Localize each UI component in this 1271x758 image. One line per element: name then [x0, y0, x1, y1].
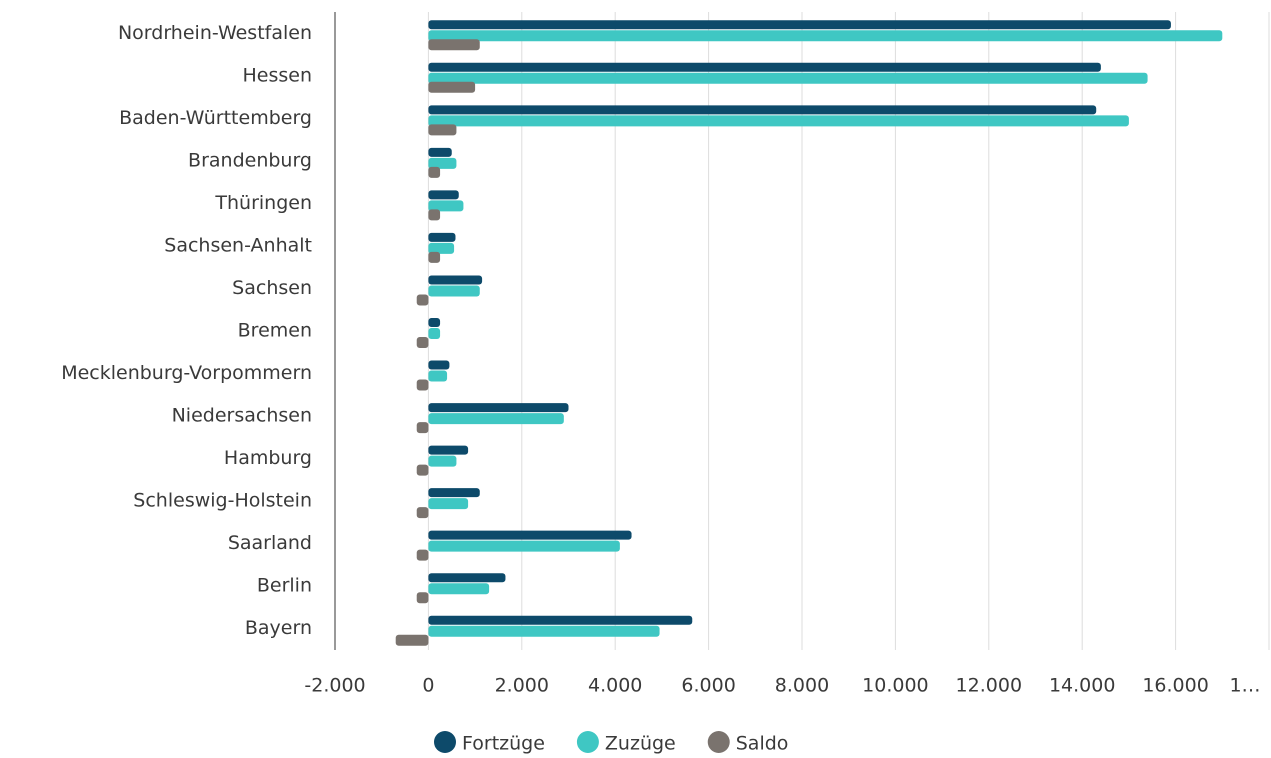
bar — [428, 403, 569, 413]
bar — [428, 81, 476, 93]
bar — [428, 147, 452, 157]
x-tick-label: -2.000 — [304, 675, 365, 697]
bar — [428, 115, 1129, 127]
x-tick-label: 4.000 — [588, 675, 642, 697]
legend-marker — [434, 731, 456, 753]
bar — [428, 625, 660, 637]
bar — [428, 488, 480, 498]
y-tick-label: Bayern — [245, 617, 312, 639]
y-tick-label: Schleswig-Holstein — [133, 490, 312, 512]
bar — [428, 360, 450, 370]
bar — [428, 498, 469, 510]
bar — [428, 20, 1171, 30]
bar — [428, 328, 441, 339]
y-tick-label: Hessen — [242, 64, 312, 86]
legend-marker — [576, 731, 599, 753]
y-tick-label: Bremen — [238, 320, 312, 342]
x-tick-label: 16.000 — [1142, 675, 1208, 697]
bar — [428, 200, 464, 212]
legend-label: Fortzüge — [462, 733, 545, 755]
bar — [428, 370, 448, 382]
bar — [428, 251, 441, 263]
bar — [428, 615, 693, 625]
x-tick-label: 2.000 — [495, 675, 549, 697]
bar — [428, 318, 441, 327]
x-tick-label: 14.000 — [1049, 675, 1115, 697]
bar — [428, 530, 632, 540]
bar — [428, 62, 1101, 72]
bar — [416, 464, 429, 476]
legend-label: Zuzüge — [605, 733, 676, 755]
legend-marker — [707, 731, 730, 753]
bar — [428, 242, 455, 254]
bar — [428, 209, 441, 221]
bar — [428, 190, 459, 200]
bar — [428, 275, 483, 285]
bar — [428, 72, 1148, 84]
bar — [428, 157, 457, 169]
y-tick-label: Berlin — [257, 575, 312, 597]
y-tick-label: Thüringen — [214, 192, 312, 214]
y-tick-label: Niedersachsen — [172, 405, 312, 427]
x-tick-label: 6.000 — [681, 675, 735, 697]
legend-label: Saldo — [736, 733, 789, 755]
bar — [416, 507, 429, 519]
y-tick-label: Nordrhein-Westfalen — [118, 22, 312, 44]
bar — [428, 455, 457, 467]
bar — [416, 592, 429, 604]
x-tick-label: 8.000 — [775, 675, 829, 697]
bar — [428, 124, 457, 136]
bar — [428, 583, 490, 595]
bar — [428, 39, 480, 51]
x-tick-label: 10.000 — [862, 675, 928, 697]
x-tick-label: 0 — [422, 675, 434, 697]
y-tick-label: Sachsen-Anhalt — [164, 234, 312, 256]
bar — [428, 232, 456, 242]
x-tick-label: 1… — [1229, 675, 1260, 697]
bar — [428, 285, 480, 297]
bar — [416, 379, 429, 391]
bar — [428, 166, 441, 178]
y-tick-label: Sachsen — [232, 277, 312, 299]
bar — [416, 549, 429, 561]
x-tick-label: 12.000 — [956, 675, 1022, 697]
bar — [416, 294, 429, 306]
bar — [428, 445, 469, 455]
bar — [428, 413, 564, 425]
bar — [428, 573, 506, 583]
y-tick-label: Baden-Württemberg — [119, 107, 312, 129]
bar — [428, 540, 620, 552]
y-tick-label: Hamburg — [224, 447, 312, 469]
bar — [428, 30, 1223, 42]
y-tick-label: Saarland — [228, 532, 312, 554]
y-tick-label: Mecklenburg-Vorpommern — [61, 362, 312, 384]
y-tick-label: Brandenburg — [188, 149, 312, 171]
bar — [428, 105, 1097, 115]
bar — [416, 422, 429, 434]
bar — [395, 634, 429, 646]
bar — [416, 337, 429, 348]
